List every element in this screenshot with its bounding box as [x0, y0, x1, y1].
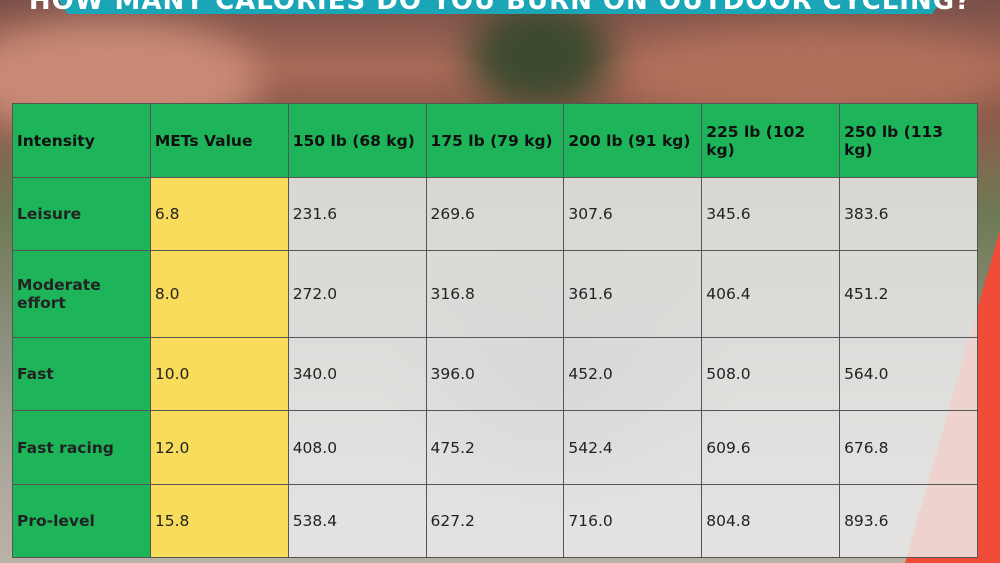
row-label: Fast racing	[12, 410, 151, 485]
row-label: Leisure	[12, 177, 151, 251]
cell: 8.0	[149, 250, 289, 338]
cell: 627.2	[425, 484, 565, 558]
row-label: Moderate effort	[12, 250, 151, 338]
background-blur	[470, 0, 610, 110]
cell: 406.4	[701, 250, 841, 338]
cell: 15.8	[149, 484, 289, 558]
cell: 10.0	[149, 337, 289, 411]
table-row: Leisure 6.8 231.6 269.6 307.6 345.6 383.6	[12, 177, 978, 251]
column-header: Intensity	[12, 103, 151, 178]
column-header: METs Value	[149, 103, 289, 178]
cell: 396.0	[425, 337, 565, 411]
column-header: 225 lb (102 kg)	[701, 103, 841, 178]
cell: 452.0	[563, 337, 703, 411]
cell: 451.2	[839, 250, 978, 338]
cell: 272.0	[287, 250, 427, 338]
row-label: Pro-level	[12, 484, 151, 558]
calorie-table: Intensity METs Value 150 lb (68 kg) 175 lb …	[12, 103, 978, 558]
cell: 676.8	[839, 410, 978, 485]
table-row: Pro-level 15.8 538.4 627.2 716.0 804.8 893.6	[12, 484, 978, 558]
cell: 340.0	[287, 337, 427, 411]
header-row: Intensity METs Value 150 lb (68 kg) 175 lb …	[12, 103, 978, 178]
cell: 804.8	[701, 484, 841, 558]
cell: 508.0	[701, 337, 841, 411]
cell: 307.6	[563, 177, 703, 251]
table-row: Fast racing 12.0 408.0 475.2 542.4 609.6 676.8	[12, 410, 978, 485]
cell: 269.6	[425, 177, 565, 251]
cell: 542.4	[563, 410, 703, 485]
cell: 383.6	[839, 177, 978, 251]
cell: 564.0	[839, 337, 978, 411]
title: HOW MANY CALORIES DO YOU BURN ON OUTDOOR…	[28, 0, 972, 16]
cell: 361.6	[563, 250, 703, 338]
cell: 345.6	[701, 177, 841, 251]
cell: 12.0	[149, 410, 289, 485]
cell: 475.2	[425, 410, 565, 485]
column-header: 200 lb (91 kg)	[563, 103, 703, 178]
cell: 6.8	[149, 177, 289, 251]
cell: 716.0	[563, 484, 703, 558]
cell: 316.8	[425, 250, 565, 338]
column-header: 150 lb (68 kg)	[287, 103, 427, 178]
cell: 538.4	[287, 484, 427, 558]
column-header: 175 lb (79 kg)	[425, 103, 565, 178]
cell: 893.6	[839, 484, 978, 558]
row-label: Fast	[12, 337, 151, 411]
table-row: Fast 10.0 340.0 396.0 452.0 508.0 564.0	[12, 337, 978, 411]
cell: 231.6	[287, 177, 427, 251]
column-header: 250 lb (113 kg)	[839, 103, 978, 178]
table-row: Moderate effort 8.0 272.0 316.8 361.6 406.4 45…	[12, 250, 978, 338]
cell: 408.0	[287, 410, 427, 485]
title-banner	[40, 0, 960, 14]
cell: 609.6	[701, 410, 841, 485]
